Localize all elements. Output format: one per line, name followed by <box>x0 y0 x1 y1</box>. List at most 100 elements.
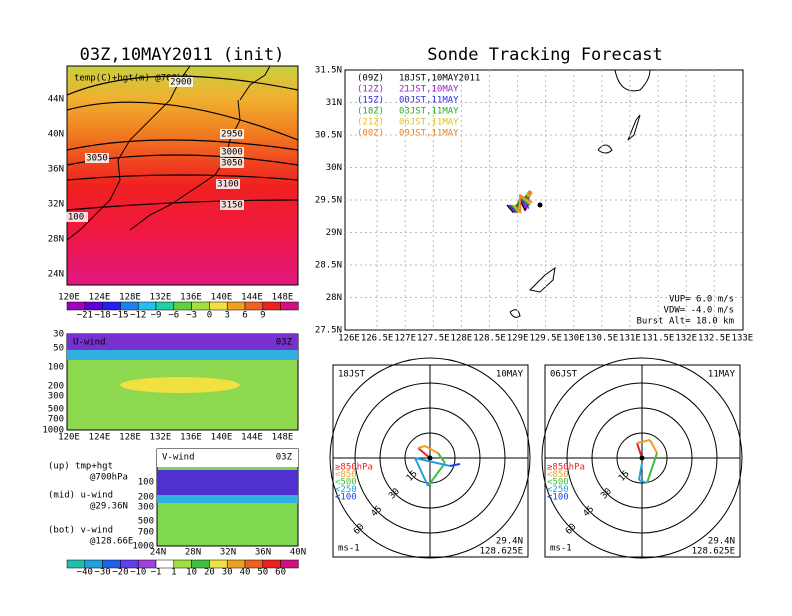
contour-label: 3100 <box>217 180 239 190</box>
contour-label: 2900 <box>170 78 192 88</box>
hodograph-rings <box>329 357 531 559</box>
hodograph-segment <box>437 452 446 464</box>
colorbar-label: 1 <box>171 568 176 578</box>
sonde-point <box>527 190 533 196</box>
lon-label: 132.5E <box>698 334 731 344</box>
lat-label: 24N <box>48 270 64 280</box>
colorbar-box <box>262 301 281 311</box>
lon-label: 131E <box>619 334 641 344</box>
hodo-date: 10MAY <box>496 370 524 380</box>
lat-label: 32N <box>220 548 236 558</box>
param: Burst Alt= 18.0 km <box>636 317 734 327</box>
legend-label: 03JST,11MAY <box>399 107 459 117</box>
lon-label: 120E <box>58 433 80 443</box>
contour-label: 2950 <box>221 130 243 140</box>
lat-label: 31N <box>326 98 342 108</box>
colorbar-box <box>155 301 175 311</box>
level-label: ≥850hPa <box>335 463 373 473</box>
level-label: <100 <box>335 493 357 503</box>
hodograph-segment <box>651 452 658 469</box>
note: (mid) u-wind <box>48 491 113 501</box>
colorbar-label: 9 <box>260 311 265 321</box>
lat-label: 24N <box>150 548 166 558</box>
colorbar-box <box>137 301 157 311</box>
lon-label: 148E <box>272 433 294 443</box>
level-label: <250 <box>547 485 569 495</box>
contour-label-bg <box>220 129 244 139</box>
lat-label: 28.5N <box>315 261 342 271</box>
colorbar-label: −30 <box>94 568 110 578</box>
lat-label: 40N <box>48 130 64 140</box>
colorbar-label: −6 <box>168 311 179 321</box>
lon-label: 127E <box>394 334 416 344</box>
colorbar-box <box>173 301 192 311</box>
lon-label: 128E <box>119 433 141 443</box>
pressure-label: 500 <box>138 517 154 527</box>
lat-label: 28N <box>326 293 342 303</box>
contour-label-bg <box>169 77 193 87</box>
pressure-label: 300 <box>48 392 64 402</box>
level-label: <850 <box>547 470 569 480</box>
panel-title: Sonde Tracking Forecast <box>427 45 662 65</box>
lat-label: 29.5N <box>315 196 342 206</box>
param: VDW= -4.0 m/s <box>664 306 734 316</box>
hodograph-segment <box>417 445 426 449</box>
legend-label: 00JST,11MAY <box>399 96 459 106</box>
contour-label-bg <box>216 179 240 189</box>
lat-label: 28N <box>48 235 64 245</box>
colorbar-label: −12 <box>130 311 146 321</box>
lat-label: 32N <box>48 200 64 210</box>
lon-label: 136E <box>180 293 202 303</box>
colorbar-label: 10 <box>186 568 197 578</box>
contour-label-bg <box>220 147 244 157</box>
lon-label: 131.5E <box>642 334 675 344</box>
lon-label: 144E <box>241 293 263 303</box>
colorbar-box <box>280 559 299 569</box>
note: @128.66E <box>90 537 133 547</box>
hodograph-segment <box>638 479 648 484</box>
lat-label: 30.5N <box>315 131 342 141</box>
pressure-label: 500 <box>48 405 64 415</box>
pressure-label: 700 <box>138 528 154 538</box>
lon-label: 140E <box>211 293 233 303</box>
contour-label-bg <box>85 153 109 163</box>
note: (bot) v-wind <box>48 526 113 536</box>
legend-label: 21JST,10MAY <box>399 85 459 95</box>
hodograph-rings <box>541 357 743 559</box>
lat-label: 30N <box>326 163 342 173</box>
panel-time: 03Z <box>276 338 293 348</box>
hodo-unit: ms-1 <box>550 544 572 554</box>
lon-label: 132E <box>150 293 172 303</box>
contour-label: 3150 <box>221 201 243 211</box>
burst-point <box>537 202 543 208</box>
colorbar-label: −9 <box>151 311 162 321</box>
lon-label: 124E <box>89 433 111 443</box>
legend-utc: (00Z) <box>357 129 384 139</box>
hodograph-segment <box>449 463 461 467</box>
colorbar-box <box>84 301 103 311</box>
level-label: <100 <box>547 493 569 503</box>
hodograph-segment <box>649 439 658 454</box>
hodograph-segment <box>638 462 643 481</box>
colorbar-label: 3 <box>224 311 229 321</box>
hodograph-segment <box>414 457 451 467</box>
contour-label-bg <box>220 158 244 168</box>
colorbar-label: −15 <box>112 311 128 321</box>
u-wind-band <box>120 377 240 393</box>
v-wind-band <box>157 495 298 503</box>
colorbar-label: 0 <box>207 311 212 321</box>
contour-label: 100 <box>68 213 84 223</box>
lat-label: 36N <box>255 548 271 558</box>
lon-label: 124E <box>89 293 111 303</box>
note: (up) tmp+hgt <box>48 462 113 472</box>
legend-label: 06JST,11MAY <box>399 118 459 128</box>
colorbar-box <box>191 301 210 311</box>
lon-label: 133E <box>732 334 754 344</box>
lon-label: 120E <box>58 293 80 303</box>
lat-label: 44N <box>48 95 64 105</box>
colorbar-label: 40 <box>240 568 251 578</box>
colorbar-label: −1 <box>151 568 162 578</box>
lon-label: 140E <box>211 433 233 443</box>
u-wind-band <box>67 334 298 350</box>
